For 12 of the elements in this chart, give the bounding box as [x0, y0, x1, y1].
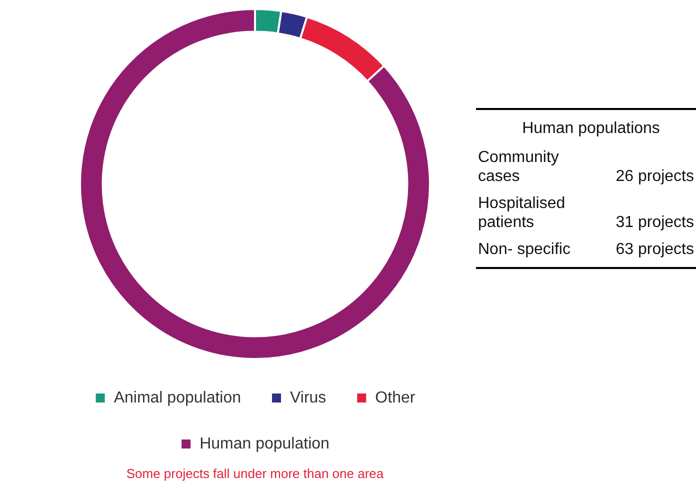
legend-label: Human population	[200, 435, 330, 452]
text: Human populations	[521, 119, 661, 139]
text: Non- specific	[478, 240, 572, 259]
text: Some projects fall under more than one area	[125, 466, 385, 481]
text: Hospitalised patients	[478, 194, 566, 232]
legend-label: Virus	[290, 389, 326, 406]
text: 63 projects	[614, 240, 695, 259]
text: 26 projects	[614, 167, 695, 186]
legend-label: Animal population	[114, 389, 242, 406]
text: 31 projects	[614, 213, 695, 232]
legend-label: Other	[375, 389, 416, 406]
text: Community cases	[478, 148, 560, 186]
